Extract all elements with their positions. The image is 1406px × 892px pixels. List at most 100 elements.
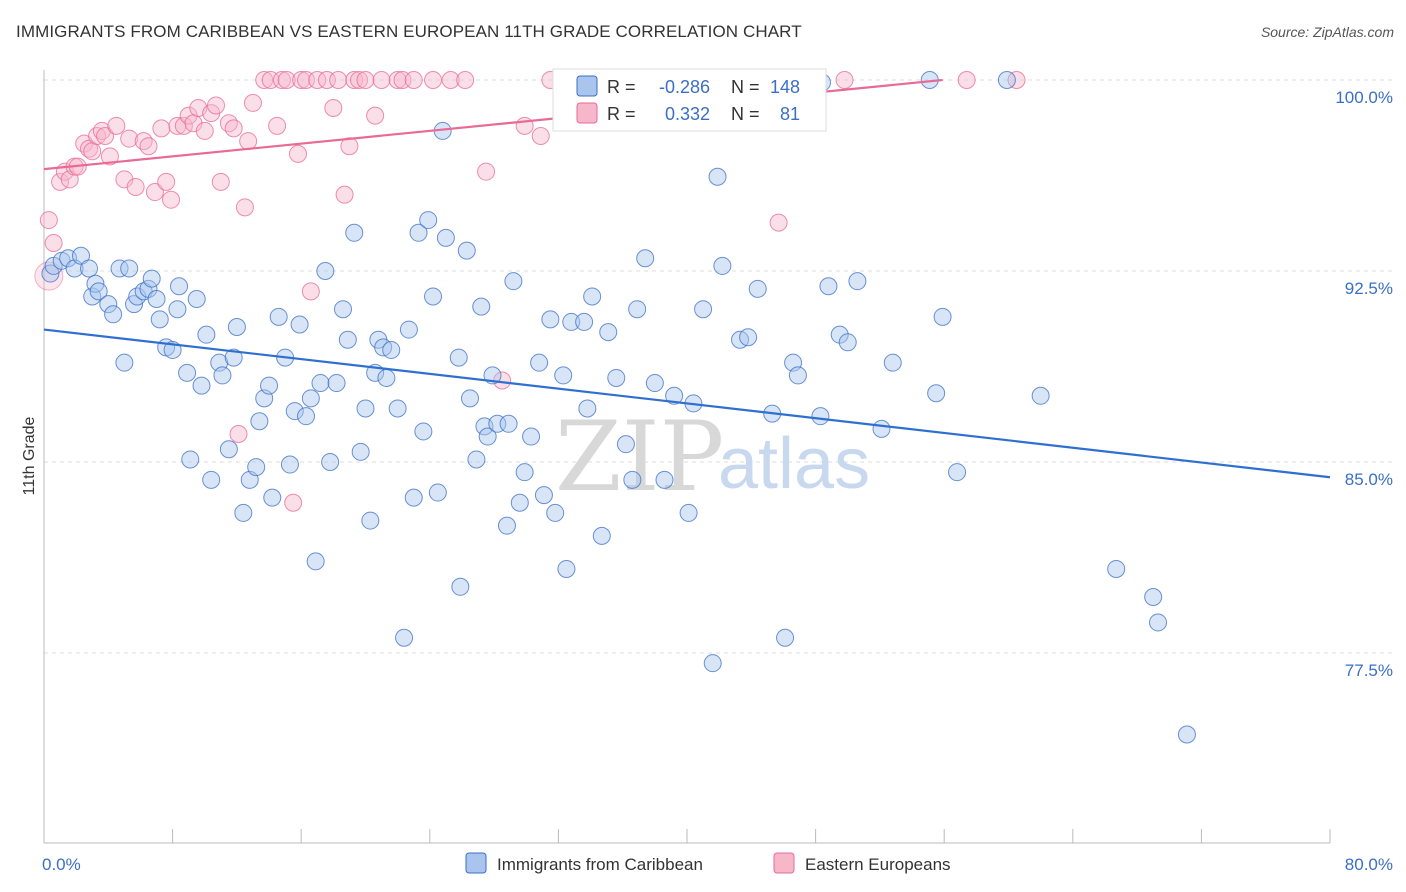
caribbean-point-68 <box>395 628 414 647</box>
caribbean-point-83 <box>472 297 491 316</box>
caribbean-point-91 <box>510 493 529 512</box>
caribbean-point-110 <box>636 249 655 268</box>
caribbean-point-90 <box>504 272 523 291</box>
caribbean-point-52 <box>311 374 330 393</box>
eastern-europeans-point-63 <box>424 71 443 89</box>
legend-item-eastern-europeans[interactable]: Eastern Europeans <box>773 852 951 874</box>
x-axis-ticks <box>43 829 1331 843</box>
caribbean-point-79 <box>451 577 470 596</box>
caribbean-point-12 <box>110 259 129 278</box>
caribbean-point-119 <box>713 256 732 275</box>
eastern-europeans-point-36 <box>235 198 254 217</box>
eastern-europeans-point-12 <box>96 127 115 146</box>
eastern-europeans-point-13 <box>100 147 119 166</box>
caribbean-point-109 <box>628 300 647 319</box>
caribbean-point-29 <box>192 376 211 395</box>
eastern-europeans-point-51 <box>324 99 343 118</box>
caribbean-point-5 <box>71 246 90 265</box>
eastern-europeans-point-29 <box>195 121 214 140</box>
caribbean-point-71 <box>409 223 428 242</box>
eastern-europeans-point-23 <box>161 190 180 209</box>
legend-item-caribbean[interactable]: Immigrants from Caribbean <box>465 852 703 874</box>
eastern-europeans-cluster-point <box>34 261 64 291</box>
eastern-europeans-point-44 <box>284 493 303 512</box>
caribbean-point-82 <box>467 450 486 469</box>
eastern-europeans-point-57 <box>356 71 375 89</box>
caribbean-point-70 <box>404 488 423 507</box>
eastern-europeans-point-34 <box>224 119 243 138</box>
caribbean-point-25 <box>170 277 189 296</box>
caribbean-point-94 <box>530 353 549 372</box>
eastern-europeans-point-62 <box>404 71 423 89</box>
caribbean-point-106 <box>607 368 626 387</box>
chart-title: IMMIGRANTS FROM CARIBBEAN VS EASTERN EUR… <box>16 22 802 41</box>
eastern-europeans-point-49 <box>308 71 327 89</box>
caribbean-point-30 <box>197 325 216 344</box>
caribbean-point-139 <box>997 71 1016 89</box>
eastern-europeans-point-16 <box>120 129 139 148</box>
caribbean-point-49 <box>297 407 316 426</box>
caribbean-point-89 <box>499 414 518 433</box>
eastern-europeans-point-76 <box>769 213 788 232</box>
watermark-zip: ZIP <box>555 401 724 513</box>
legend-swatch-eastern-europeans <box>773 852 795 874</box>
caribbean-point-124 <box>776 628 795 647</box>
caribbean-point-97 <box>546 503 565 522</box>
caribbean-point-65 <box>377 368 396 387</box>
caribbean-point-9 <box>89 282 108 301</box>
eastern-europeans-point-60 <box>388 71 407 89</box>
caribbean-point-98 <box>554 366 573 385</box>
caribbean-point-95 <box>534 486 553 505</box>
y-axis-label: 11th Grade <box>21 416 38 495</box>
caribbean-point-20 <box>147 290 166 309</box>
stats-n-value-pink: 81 <box>780 104 800 124</box>
eastern-europeans-point-78 <box>835 71 854 89</box>
eastern-europeans-point-39 <box>255 71 274 89</box>
caribbean-point-75 <box>428 483 447 502</box>
source-credit: Source: ZipAtlas.com <box>1260 24 1394 40</box>
caribbean-point-57 <box>338 330 357 349</box>
caribbean-point-31 <box>202 470 221 489</box>
caribbean-point-21 <box>150 310 169 329</box>
eastern-europeans-point-0 <box>39 211 58 230</box>
eastern-europeans-point-8 <box>80 139 99 158</box>
stats-r-value-pink: 0.332 <box>665 104 710 124</box>
caribbean-point-104 <box>592 526 611 545</box>
caribbean-point-141 <box>1107 559 1126 578</box>
caribbean-point-60 <box>356 399 375 418</box>
caribbean-point-47 <box>285 402 304 421</box>
caribbean-point-102 <box>578 399 597 418</box>
eastern-europeans-point-11 <box>92 121 111 140</box>
caribbean-point-34 <box>219 440 238 459</box>
caribbean-point-131 <box>838 333 857 352</box>
caribbean-point-103 <box>583 287 602 306</box>
eastern-europeans-point-46 <box>292 71 311 89</box>
caribbean-point-51 <box>306 552 325 571</box>
caribbean-point-69 <box>399 320 418 339</box>
y-tick-label-2: 85.0% <box>1345 470 1393 489</box>
caribbean-point-99 <box>557 559 576 578</box>
caribbean-point-13 <box>115 353 134 372</box>
caribbean-point-10 <box>99 295 118 314</box>
eastern-europeans-point-56 <box>350 71 369 89</box>
eastern-europeans-point-32 <box>211 172 230 191</box>
caribbean-point-36 <box>227 318 246 337</box>
caribbean-point-126 <box>788 366 807 385</box>
legend-label-caribbean: Immigrants from Caribbean <box>497 855 703 874</box>
caribbean-point-78 <box>449 348 468 367</box>
caribbean-point-81 <box>460 389 479 408</box>
caribbean-point-56 <box>333 300 352 319</box>
caribbean-point-137 <box>933 307 952 326</box>
stats-n-label-blue: N = <box>731 77 760 97</box>
caribbean-point-55 <box>327 374 346 393</box>
eastern-europeans-point-43 <box>277 71 296 89</box>
caribbean-point-122 <box>748 279 767 298</box>
stats-r-value-blue: -0.286 <box>659 77 710 97</box>
caribbean-point-43 <box>263 488 282 507</box>
stats-swatch-blue <box>576 75 598 97</box>
legend-label-eastern-europeans: Eastern Europeans <box>805 855 951 874</box>
stats-swatch-pink <box>576 102 598 124</box>
caribbean-point-107 <box>616 435 635 454</box>
caribbean-point-100 <box>562 312 581 331</box>
